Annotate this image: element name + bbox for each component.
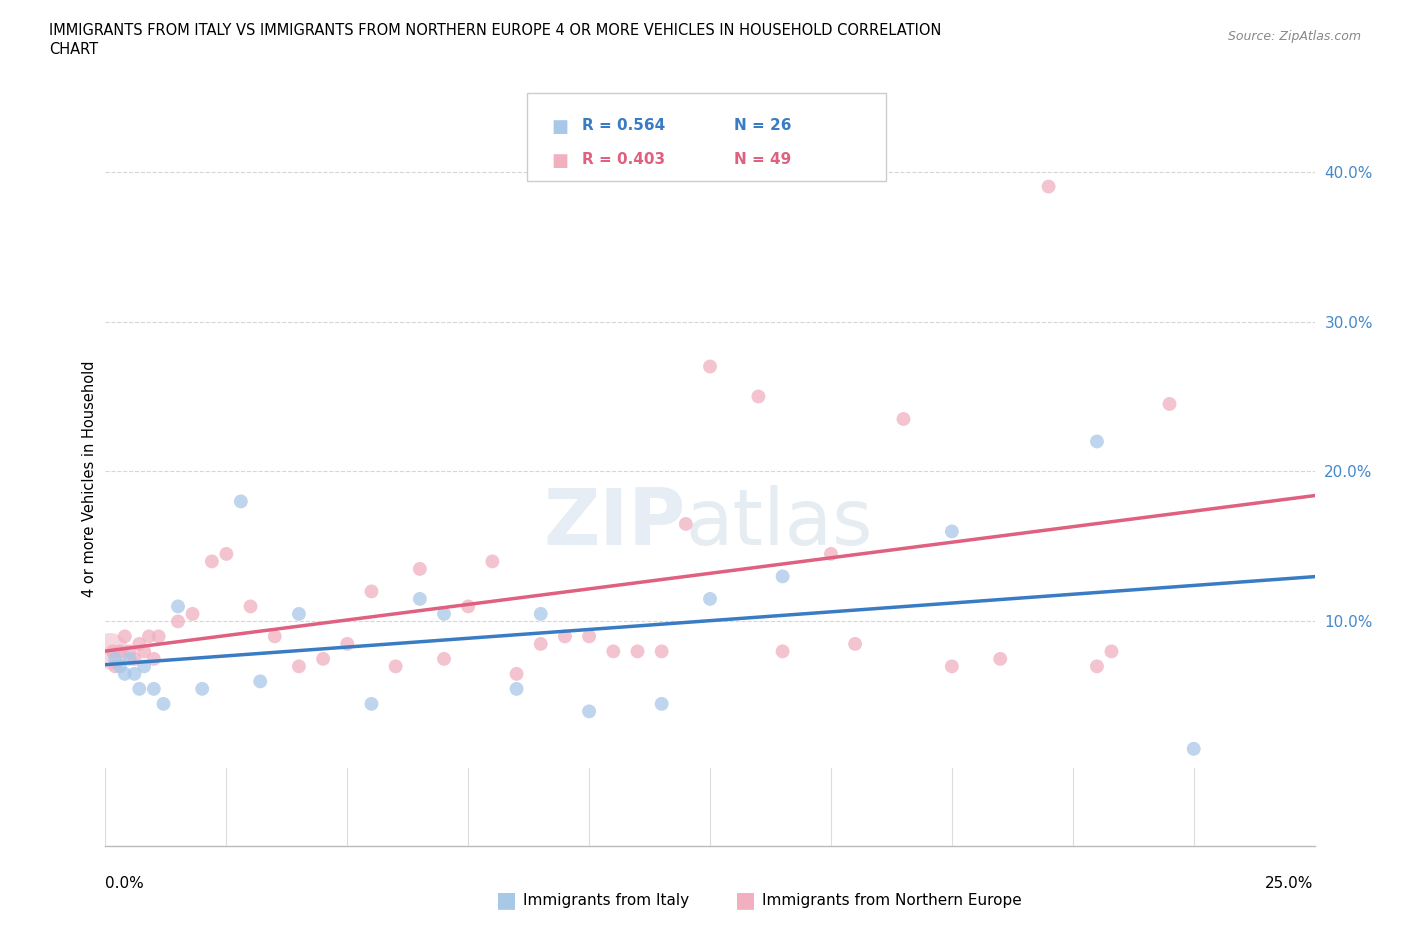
Point — [101, 644, 124, 658]
Point — [108, 644, 131, 658]
Point — [360, 697, 382, 711]
Text: N = 49: N = 49 — [734, 152, 792, 166]
Point — [104, 659, 127, 674]
Y-axis label: 4 or more Vehicles in Household: 4 or more Vehicles in Household — [82, 361, 97, 597]
Point — [249, 674, 271, 689]
Point — [578, 629, 600, 644]
Text: atlas: atlas — [686, 485, 873, 561]
Point — [651, 697, 673, 711]
Text: R = 0.564: R = 0.564 — [582, 118, 665, 133]
Point — [409, 591, 432, 606]
Text: IMMIGRANTS FROM ITALY VS IMMIGRANTS FROM NORTHERN EUROPE 4 OR MORE VEHICLES IN H: IMMIGRANTS FROM ITALY VS IMMIGRANTS FROM… — [49, 23, 942, 38]
Text: Source: ZipAtlas.com: Source: ZipAtlas.com — [1227, 30, 1361, 43]
Point — [530, 606, 553, 621]
Point — [988, 651, 1011, 666]
Point — [138, 629, 160, 644]
Point — [481, 554, 503, 569]
Point — [134, 659, 156, 674]
Point — [602, 644, 624, 658]
Text: CHART: CHART — [49, 42, 98, 57]
Point — [457, 599, 479, 614]
Point — [215, 547, 238, 562]
Point — [128, 682, 150, 697]
Point — [893, 412, 915, 427]
Point — [578, 704, 600, 719]
Point — [384, 659, 406, 674]
Text: ■: ■ — [551, 152, 568, 169]
Point — [1159, 396, 1181, 411]
Point — [142, 651, 165, 666]
Point — [114, 629, 136, 644]
Point — [142, 682, 165, 697]
Point — [191, 682, 214, 697]
Point — [167, 599, 190, 614]
Point — [699, 359, 721, 374]
Point — [288, 659, 311, 674]
Point — [505, 682, 527, 697]
Point — [626, 644, 648, 658]
Point — [288, 606, 311, 621]
Point — [128, 636, 150, 651]
Text: 25.0%: 25.0% — [1265, 876, 1313, 891]
Point — [1038, 179, 1060, 194]
Point — [409, 562, 432, 577]
Point — [312, 651, 335, 666]
Point — [941, 659, 963, 674]
Point — [239, 599, 262, 614]
Point — [651, 644, 673, 658]
Text: ■: ■ — [551, 118, 568, 136]
Point — [114, 667, 136, 682]
Point — [1085, 434, 1108, 449]
Point — [229, 494, 252, 509]
Point — [118, 651, 141, 666]
Text: ■: ■ — [496, 890, 517, 910]
Point — [167, 614, 190, 629]
Text: ZIP: ZIP — [544, 485, 686, 561]
Text: ■: ■ — [735, 890, 756, 910]
Point — [941, 524, 963, 538]
Point — [433, 651, 456, 666]
Point — [118, 644, 141, 658]
Point — [747, 389, 769, 404]
Point — [152, 697, 174, 711]
Text: R = 0.403: R = 0.403 — [582, 152, 665, 166]
Point — [1182, 741, 1205, 756]
Point — [201, 554, 224, 569]
Point — [772, 644, 794, 658]
Point — [530, 636, 553, 651]
Text: Immigrants from Italy: Immigrants from Italy — [523, 893, 689, 908]
Text: 0.0%: 0.0% — [105, 876, 145, 891]
Point — [124, 667, 146, 682]
Point — [554, 629, 576, 644]
Point — [263, 629, 285, 644]
Point — [98, 644, 121, 658]
Point — [134, 644, 156, 658]
Text: N = 26: N = 26 — [734, 118, 792, 133]
Point — [1101, 644, 1123, 658]
Point — [772, 569, 794, 584]
Point — [433, 606, 456, 621]
Point — [336, 636, 359, 651]
Point — [104, 651, 127, 666]
Point — [181, 606, 204, 621]
Text: Immigrants from Northern Europe: Immigrants from Northern Europe — [762, 893, 1022, 908]
Point — [820, 547, 842, 562]
Point — [675, 516, 697, 531]
Point — [124, 651, 146, 666]
Point — [148, 629, 170, 644]
Point — [360, 584, 382, 599]
Point — [108, 659, 131, 674]
Point — [505, 667, 527, 682]
Point — [844, 636, 866, 651]
Point — [699, 591, 721, 606]
Point — [1085, 659, 1108, 674]
